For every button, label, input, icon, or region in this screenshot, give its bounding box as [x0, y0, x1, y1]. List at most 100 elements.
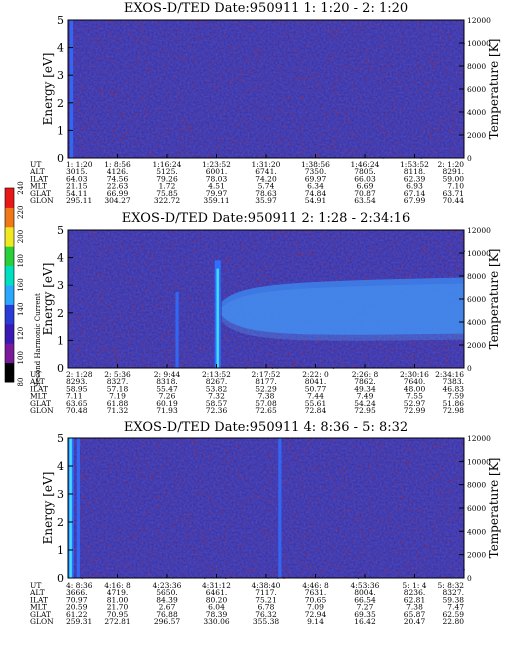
speckle-dot [111, 508, 113, 510]
speckle-dot [450, 553, 452, 555]
speckle-dot [265, 84, 267, 86]
speckle-dot [185, 274, 187, 276]
speckle-dot [102, 148, 104, 151]
speckle-dot [222, 42, 224, 44]
speckle-dot [345, 35, 347, 37]
table-cell: 79.97 [206, 189, 228, 198]
speckle-dot [236, 278, 238, 280]
table-cell: 52.29 [255, 384, 277, 393]
speckle-dot [295, 514, 297, 516]
speckle-dot [153, 86, 155, 88]
y2-tick-label: 2000 [467, 131, 486, 140]
speckle-dot [276, 268, 278, 270]
speckle-dot [222, 324, 224, 326]
speckle-dot [118, 334, 120, 337]
speckle-dot [405, 74, 407, 77]
speckle-dot [309, 73, 311, 75]
speckle-dot [256, 47, 258, 49]
speckle-dot [351, 151, 353, 153]
speckle-dot [305, 106, 307, 108]
speckle-dot [423, 121, 425, 123]
speckle-dot [382, 46, 384, 48]
speckle-dot [297, 240, 299, 242]
speckle-dot [102, 447, 104, 449]
speckle-dot [292, 455, 294, 457]
speckle-dot [133, 251, 135, 253]
speckle-dot [148, 322, 150, 324]
speckle-dot [335, 81, 337, 83]
speckle-dot [90, 236, 92, 238]
speckle-dot [434, 27, 436, 29]
speckle-dot [290, 442, 292, 444]
speckle-dot [84, 129, 86, 131]
speckle-dot [425, 47, 427, 49]
speckle-dot [141, 40, 143, 43]
speckle-dot [303, 87, 305, 89]
speckle-dot [222, 339, 224, 341]
speckle-dot [356, 558, 358, 560]
speckle-dot [445, 74, 447, 77]
stripe [175, 292, 179, 368]
speckle-dot [241, 514, 243, 516]
speckle-dot [268, 501, 270, 503]
speckle-dot [262, 275, 264, 277]
speckle-dot [428, 357, 430, 359]
speckle-dot [82, 513, 85, 516]
speckle-dot [93, 231, 95, 233]
speckle-dot [157, 553, 159, 555]
speckle-dot [261, 49, 263, 51]
speckle-dot [100, 542, 102, 544]
table-cell: 69.35 [354, 610, 376, 619]
speckle-dot [73, 548, 75, 550]
table-cell: 5650. [156, 588, 177, 597]
speckle-dot [395, 350, 397, 352]
y-tick-label: 3 [57, 69, 64, 82]
speckle-dot [210, 444, 212, 446]
speckle-dot [300, 253, 302, 255]
speckle-dot [411, 146, 413, 149]
speckle-dot [423, 246, 425, 248]
speckle-dot [450, 366, 452, 368]
speckle-dot [310, 75, 312, 77]
speckle-dot [209, 489, 211, 492]
speckle-dot [115, 349, 117, 351]
speckle-dot [153, 352, 155, 354]
speckle-dot [238, 121, 240, 123]
speckle-dot [102, 501, 104, 503]
speckle-dot [431, 140, 433, 142]
speckle-dot [227, 438, 229, 440]
speckle-dot [87, 67, 89, 69]
speckle-dot [456, 140, 458, 142]
speckle-dot [326, 476, 329, 479]
speckle-dot [68, 320, 70, 323]
speckle-dot [287, 241, 289, 243]
speckle-dot [203, 335, 205, 337]
speckle-dot [414, 522, 416, 524]
speckle-dot [442, 120, 444, 122]
speckle-dot [265, 118, 268, 120]
y2-tick-label: 0 [467, 364, 472, 373]
speckle-dot [334, 87, 336, 89]
speckle-dot [275, 113, 277, 115]
speckle-dot [251, 30, 253, 32]
speckle-dot [129, 342, 131, 344]
speckle-dot [309, 31, 311, 33]
speckle-dot [137, 262, 139, 265]
speckle-dot [131, 332, 133, 334]
speckle-dot [267, 453, 269, 455]
speckle-dot [213, 25, 215, 27]
speckle-dot [340, 471, 342, 473]
table-cell: 7.26 [159, 392, 176, 401]
speckle-dot [337, 112, 339, 115]
speckle-dot [393, 441, 395, 443]
speckle-dot [334, 139, 336, 141]
speckle-dot [92, 109, 94, 111]
speckle-dot [104, 563, 106, 565]
speckle-dot [211, 308, 213, 310]
speckle-dot [461, 75, 463, 77]
speckle-dot [276, 142, 278, 144]
table-cell: 8236. [404, 588, 425, 597]
speckle-dot [98, 450, 100, 453]
speckle-dot [418, 484, 420, 486]
speckle-dot [400, 109, 402, 111]
